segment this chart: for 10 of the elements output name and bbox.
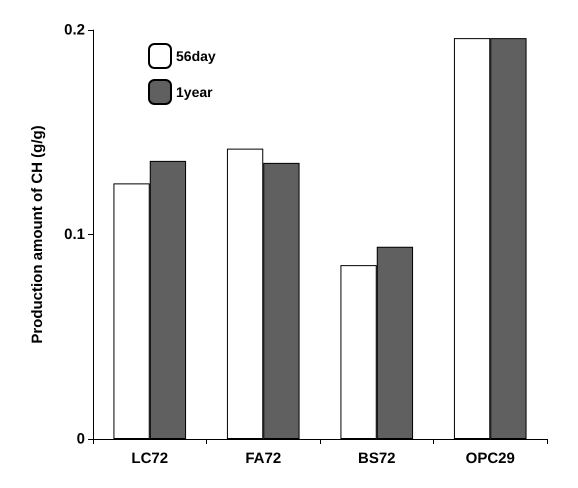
legend-label: 56day (176, 48, 216, 64)
x-tick-label: OPC29 (466, 450, 515, 467)
y-tick-label: 0 (76, 430, 85, 448)
y-tick-label: 0.1 (64, 226, 85, 243)
x-tick-label: LC72 (131, 450, 168, 467)
legend-label: 1year (176, 84, 214, 100)
x-tick-label: BS72 (358, 450, 396, 467)
y-axis-title: Production amount of CH (g/g) (29, 125, 46, 344)
y-tick-label: 0.2 (64, 22, 85, 38)
x-tick-label: FA72 (245, 450, 282, 467)
